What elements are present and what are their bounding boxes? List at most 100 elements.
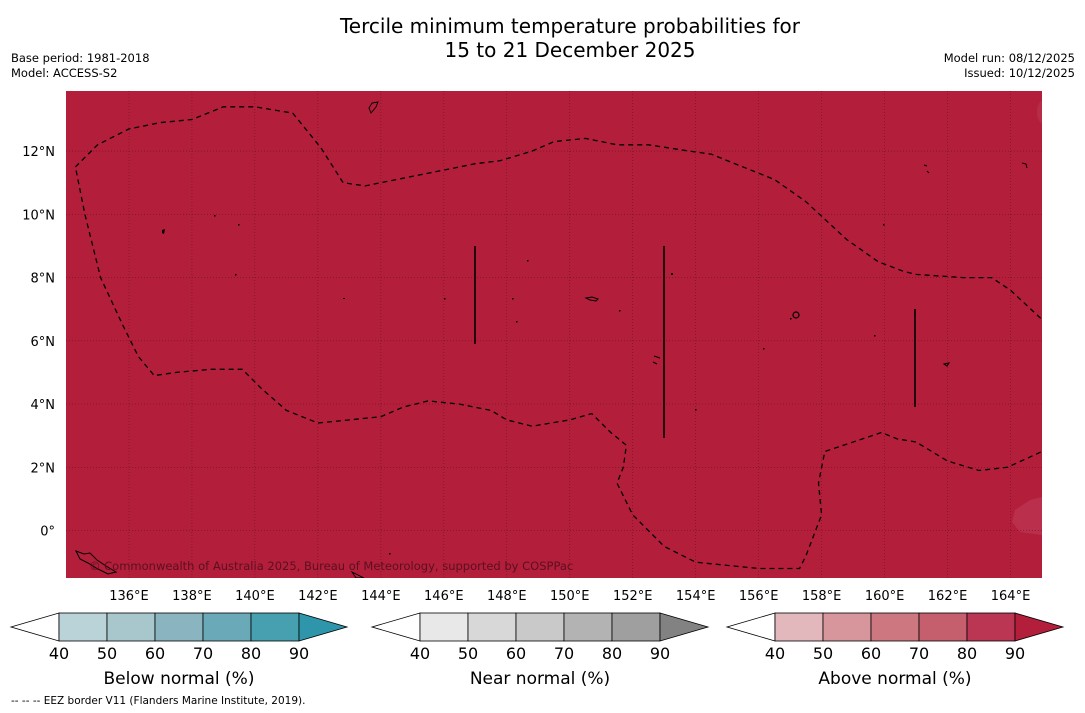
- colorbar-bin: [467, 612, 517, 642]
- x-tick-label: 136°E: [109, 589, 149, 604]
- colorbar-tick-label: 90: [650, 644, 670, 663]
- atoll-dot-1: [527, 260, 529, 262]
- colorbar-tick-label: 50: [97, 644, 117, 663]
- island-pohnpei: [792, 311, 800, 319]
- x-tick-label: 138°E: [172, 589, 212, 604]
- colorbar-bin: [419, 612, 469, 642]
- colorbar-tick-label: 80: [241, 644, 261, 663]
- atoll-dot-9: [238, 224, 240, 226]
- y-tick-label: 6°N: [31, 335, 56, 350]
- colorbar-extend-low: [9, 612, 60, 642]
- x-tick-label: 142°E: [298, 589, 338, 604]
- y-axis: 0° 2°N 4°N 6°N 8°N 10°N 12°N: [22, 145, 55, 539]
- title-line-2: 15 to 21 December 2025: [444, 38, 696, 62]
- colorbar-tick-label: 70: [554, 644, 574, 663]
- island-dots-a: [653, 355, 661, 359]
- colorbar-tick-label: 80: [957, 644, 977, 663]
- y-tick-label: 2°N: [31, 461, 56, 476]
- colorbar-tick-label: 60: [861, 644, 881, 663]
- atoll-dot-5: [444, 298, 446, 300]
- atoll-dots-16: [923, 164, 930, 174]
- atoll-dot-14: [619, 310, 621, 312]
- eez-footnote: -- -- -- EEZ border V11 (Flanders Marine…: [11, 695, 306, 707]
- colorbar-near: 40 50 60 70 80 90 Near normal (%): [370, 612, 710, 689]
- atoll-dot-13: [695, 409, 697, 411]
- colorbar-extend-low: [370, 612, 421, 642]
- y-tick-label: 8°N: [31, 272, 56, 287]
- x-tick-label: 154°E: [676, 589, 716, 604]
- map-content: [66, 91, 1042, 578]
- colorbar-bin: [250, 612, 300, 642]
- colorbar-tick-label: 40: [765, 644, 785, 663]
- colorbar-tick-label: 40: [410, 644, 430, 663]
- y-tick-label: 0°: [40, 525, 55, 540]
- colorbar-tick-label: 50: [813, 644, 833, 663]
- colorbar-below: 40 50 60 70 80 90 Below normal (%): [9, 612, 349, 689]
- y-tick-label: 10°N: [22, 208, 55, 223]
- colorbar-extend-high: [659, 612, 710, 642]
- x-tick-label: 148°E: [487, 589, 527, 604]
- atoll-dot-12: [763, 348, 765, 350]
- colorbar-bin: [870, 612, 920, 642]
- atoll-dot-10: [883, 224, 885, 226]
- island-kosrae: [942, 362, 951, 367]
- x-tick-label: 156°E: [739, 589, 779, 604]
- colorbar-tick-label: 60: [145, 644, 165, 663]
- issued-date: Issued: 10/12/2025: [964, 65, 1075, 80]
- x-tick-label: 150°E: [550, 589, 590, 604]
- colorbar-tick-label: 60: [506, 644, 526, 663]
- colorbar-tick-label: 80: [602, 644, 622, 663]
- x-tick-label: 152°E: [613, 589, 653, 604]
- colorbar-bin: [563, 612, 613, 642]
- lighter-patch-east: [1012, 497, 1042, 535]
- atoll-dot-8: [214, 215, 216, 217]
- colorbar-bin: [774, 612, 824, 642]
- eez-border-line: [74, 106, 1042, 570]
- copyright-text: © Commonwealth of Australia 2025, Bureau…: [89, 559, 573, 573]
- atoll-dot-11: [874, 335, 876, 337]
- lighter-patch-north: [1037, 100, 1042, 124]
- colorbar-bin: [611, 612, 661, 642]
- land-features: [74, 101, 1028, 578]
- y-tick-label: 12°N: [22, 145, 55, 160]
- colorbar-label: Above normal (%): [818, 669, 971, 689]
- colorbar-bin: [918, 612, 968, 642]
- colorbar-extend-low: [725, 612, 776, 642]
- colorbar-label: Near normal (%): [470, 669, 610, 689]
- probability-field: [66, 91, 1042, 578]
- atoll-dot-18: [389, 553, 391, 555]
- atoll-dot-7: [235, 274, 237, 276]
- colorbar-bin: [58, 612, 108, 642]
- island-manus: [350, 570, 365, 578]
- atoll-dot-2: [512, 298, 514, 300]
- y-tick-label: 4°N: [31, 398, 56, 413]
- colorbar-bin: [515, 612, 565, 642]
- colorbar-bin: [106, 612, 156, 642]
- island-dots-b: [652, 361, 658, 365]
- x-tick-label: 160°E: [865, 589, 905, 604]
- island-guam: [368, 101, 379, 114]
- colorbar-bin: [154, 612, 204, 642]
- model-run: Model run: 08/12/2025: [943, 51, 1075, 65]
- atoll-dots-17: [1021, 162, 1028, 169]
- x-tick-label: 146°E: [424, 589, 464, 604]
- base-period: Base period: 1981-2018: [11, 51, 150, 65]
- model-info: Base period: 1981-2018 Model: ACCESS-S2: [11, 51, 150, 80]
- island-chuuk: [584, 296, 599, 302]
- colorbars: 40 50 60 70 80 90 Below normal (%) 40 50 60 70 80 90…: [9, 612, 1065, 689]
- x-tick-label: 158°E: [802, 589, 842, 604]
- colorbar-bin: [966, 612, 1016, 642]
- x-tick-label: 144°E: [361, 589, 401, 604]
- chart-title: Tercile minimum temperature probabilitie…: [170, 14, 970, 62]
- run-info: Model run: 08/12/2025 Issued: 10/12/2025: [944, 51, 1075, 80]
- atoll-dot-4: [671, 273, 673, 275]
- title-line-1: Tercile minimum temperature probabilitie…: [339, 14, 801, 38]
- new-guinea-coast: [74, 550, 118, 575]
- colorbar-bin: [822, 612, 872, 642]
- x-tick-label: 164°E: [991, 589, 1031, 604]
- colorbar-extend-high: [298, 612, 349, 642]
- model-name: Model: ACCESS-S2: [11, 65, 118, 80]
- graticule: [66, 91, 1042, 578]
- colorbar-tick-label: 90: [1005, 644, 1025, 663]
